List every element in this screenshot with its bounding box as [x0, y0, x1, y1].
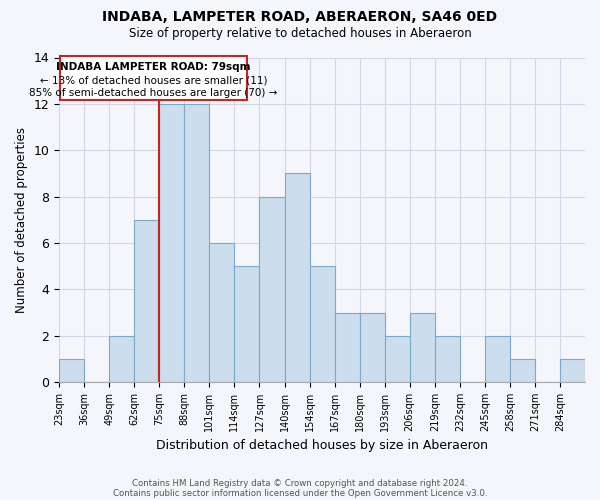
Bar: [410, 312, 435, 382]
Bar: [259, 196, 284, 382]
Text: Size of property relative to detached houses in Aberaeron: Size of property relative to detached ho…: [128, 28, 472, 40]
Bar: [59, 359, 84, 382]
Bar: [385, 336, 410, 382]
Text: INDABA LAMPETER ROAD: 79sqm: INDABA LAMPETER ROAD: 79sqm: [56, 62, 251, 72]
Bar: [184, 104, 209, 382]
Bar: [359, 312, 385, 382]
Bar: [209, 243, 235, 382]
Bar: [310, 266, 335, 382]
Bar: [485, 336, 510, 382]
Bar: [134, 220, 160, 382]
Bar: [160, 104, 184, 382]
Bar: [335, 312, 359, 382]
Bar: [284, 174, 310, 382]
Bar: [560, 359, 585, 382]
Text: ← 13% of detached houses are smaller (11): ← 13% of detached houses are smaller (11…: [40, 76, 267, 86]
Text: Contains public sector information licensed under the Open Government Licence v3: Contains public sector information licen…: [113, 488, 487, 498]
Bar: [109, 336, 134, 382]
Y-axis label: Number of detached properties: Number of detached properties: [15, 127, 28, 313]
Text: Contains HM Land Registry data © Crown copyright and database right 2024.: Contains HM Land Registry data © Crown c…: [132, 478, 468, 488]
Bar: [510, 359, 535, 382]
Text: 85% of semi-detached houses are larger (70) →: 85% of semi-detached houses are larger (…: [29, 88, 277, 99]
X-axis label: Distribution of detached houses by size in Aberaeron: Distribution of detached houses by size …: [156, 440, 488, 452]
Text: INDABA, LAMPETER ROAD, ABERAERON, SA46 0ED: INDABA, LAMPETER ROAD, ABERAERON, SA46 0…: [103, 10, 497, 24]
FancyBboxPatch shape: [59, 56, 247, 100]
Bar: [235, 266, 259, 382]
Bar: [435, 336, 460, 382]
